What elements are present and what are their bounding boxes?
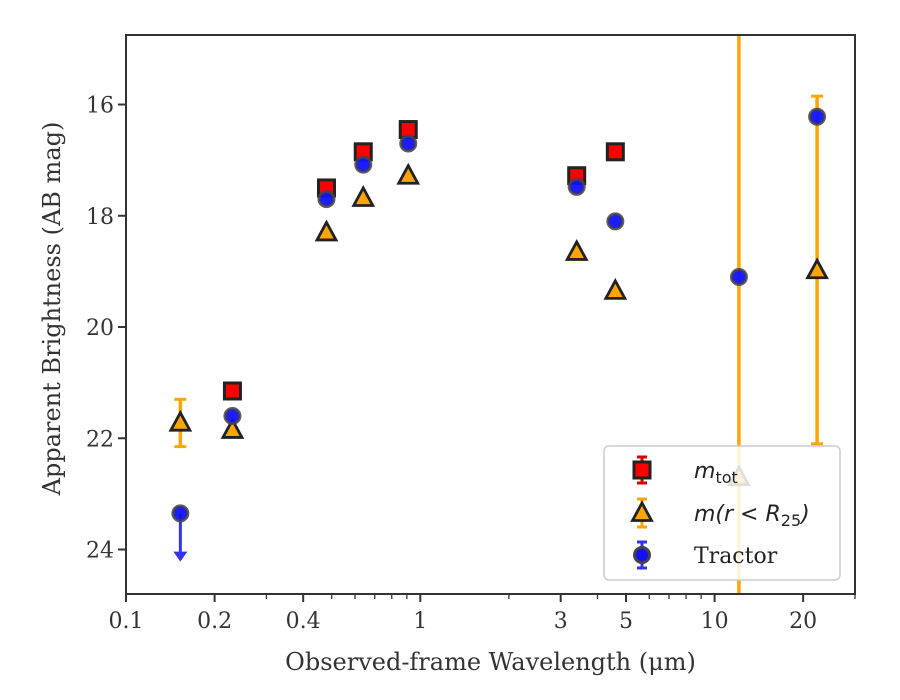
mr25-triangle-marker	[396, 162, 421, 185]
x-tick-label: 20	[789, 609, 817, 634]
plot-inner	[168, 35, 829, 594]
legend-triangle-marker	[630, 500, 654, 522]
x-tick-label: 0.4	[286, 609, 321, 634]
tractor-circle-marker	[808, 107, 827, 126]
tractor-circle-marker	[223, 407, 242, 426]
x-axis-title: Observed-frame Wavelength (μm)	[285, 648, 696, 676]
plot-area	[168, 35, 829, 594]
legend-label-main: m(r < R	[694, 502, 781, 527]
mr25-triangle-marker	[351, 185, 376, 207]
legend: mtot m(r < R25) Tractor	[603, 445, 841, 581]
x-tick-label: 3	[554, 609, 568, 634]
tractor-circle-marker	[606, 212, 625, 231]
tractor-circle-marker	[354, 155, 373, 174]
legend-label: mtot	[694, 459, 738, 487]
x-tick-label: 0.1	[109, 609, 144, 634]
tractor-circle-marker	[171, 504, 190, 523]
upper-limit-arrow-head	[173, 551, 188, 562]
legend-label-suffix: )	[799, 502, 810, 527]
y-tick-label: 18	[86, 205, 114, 230]
plot-frame	[125, 34, 856, 595]
legend-label: Tractor	[694, 544, 778, 569]
mr25-triangle-marker	[805, 257, 829, 280]
x-tick-label: 0.2	[197, 609, 232, 634]
x-tick-label: 1	[413, 609, 427, 634]
y-axis-title: Apparent Brightness (AB mag)	[38, 122, 66, 497]
axes: 0.1 0.2 0.4 1 3 5 10 20 16 18 20 22 24 Observed-frame…	[38, 34, 856, 676]
mr25-triangle-marker	[314, 219, 339, 242]
y-tick-label: 16	[86, 94, 114, 119]
y-tick-label: 20	[86, 316, 114, 341]
legend-label-subscript: 25	[781, 511, 801, 530]
tractor-circle-marker	[399, 134, 418, 153]
legend-square-marker	[632, 460, 652, 480]
mr25-triangle-marker	[168, 409, 193, 432]
tractor-circle-marker	[317, 190, 336, 209]
legend-box	[603, 445, 841, 581]
legend-circle-marker	[633, 546, 651, 564]
legend-label: m(r < R25)	[694, 502, 810, 530]
tractor-circle-marker	[567, 177, 586, 196]
mtot-square-marker	[605, 142, 625, 162]
y-tick-label: 24	[86, 539, 114, 564]
legend-label-subscript: tot	[715, 468, 737, 487]
mtot-square-marker	[222, 381, 242, 401]
mr25-triangle-marker	[564, 238, 589, 261]
x-tick-label: 5	[619, 609, 633, 634]
mr25-triangle-marker	[603, 277, 628, 300]
x-tick-label: 10	[701, 609, 729, 634]
y-tick-label: 22	[86, 427, 114, 452]
legend-label-main: m	[694, 459, 715, 484]
mr25-triangle-marker	[220, 416, 245, 439]
tractor-circle-marker	[729, 267, 748, 286]
